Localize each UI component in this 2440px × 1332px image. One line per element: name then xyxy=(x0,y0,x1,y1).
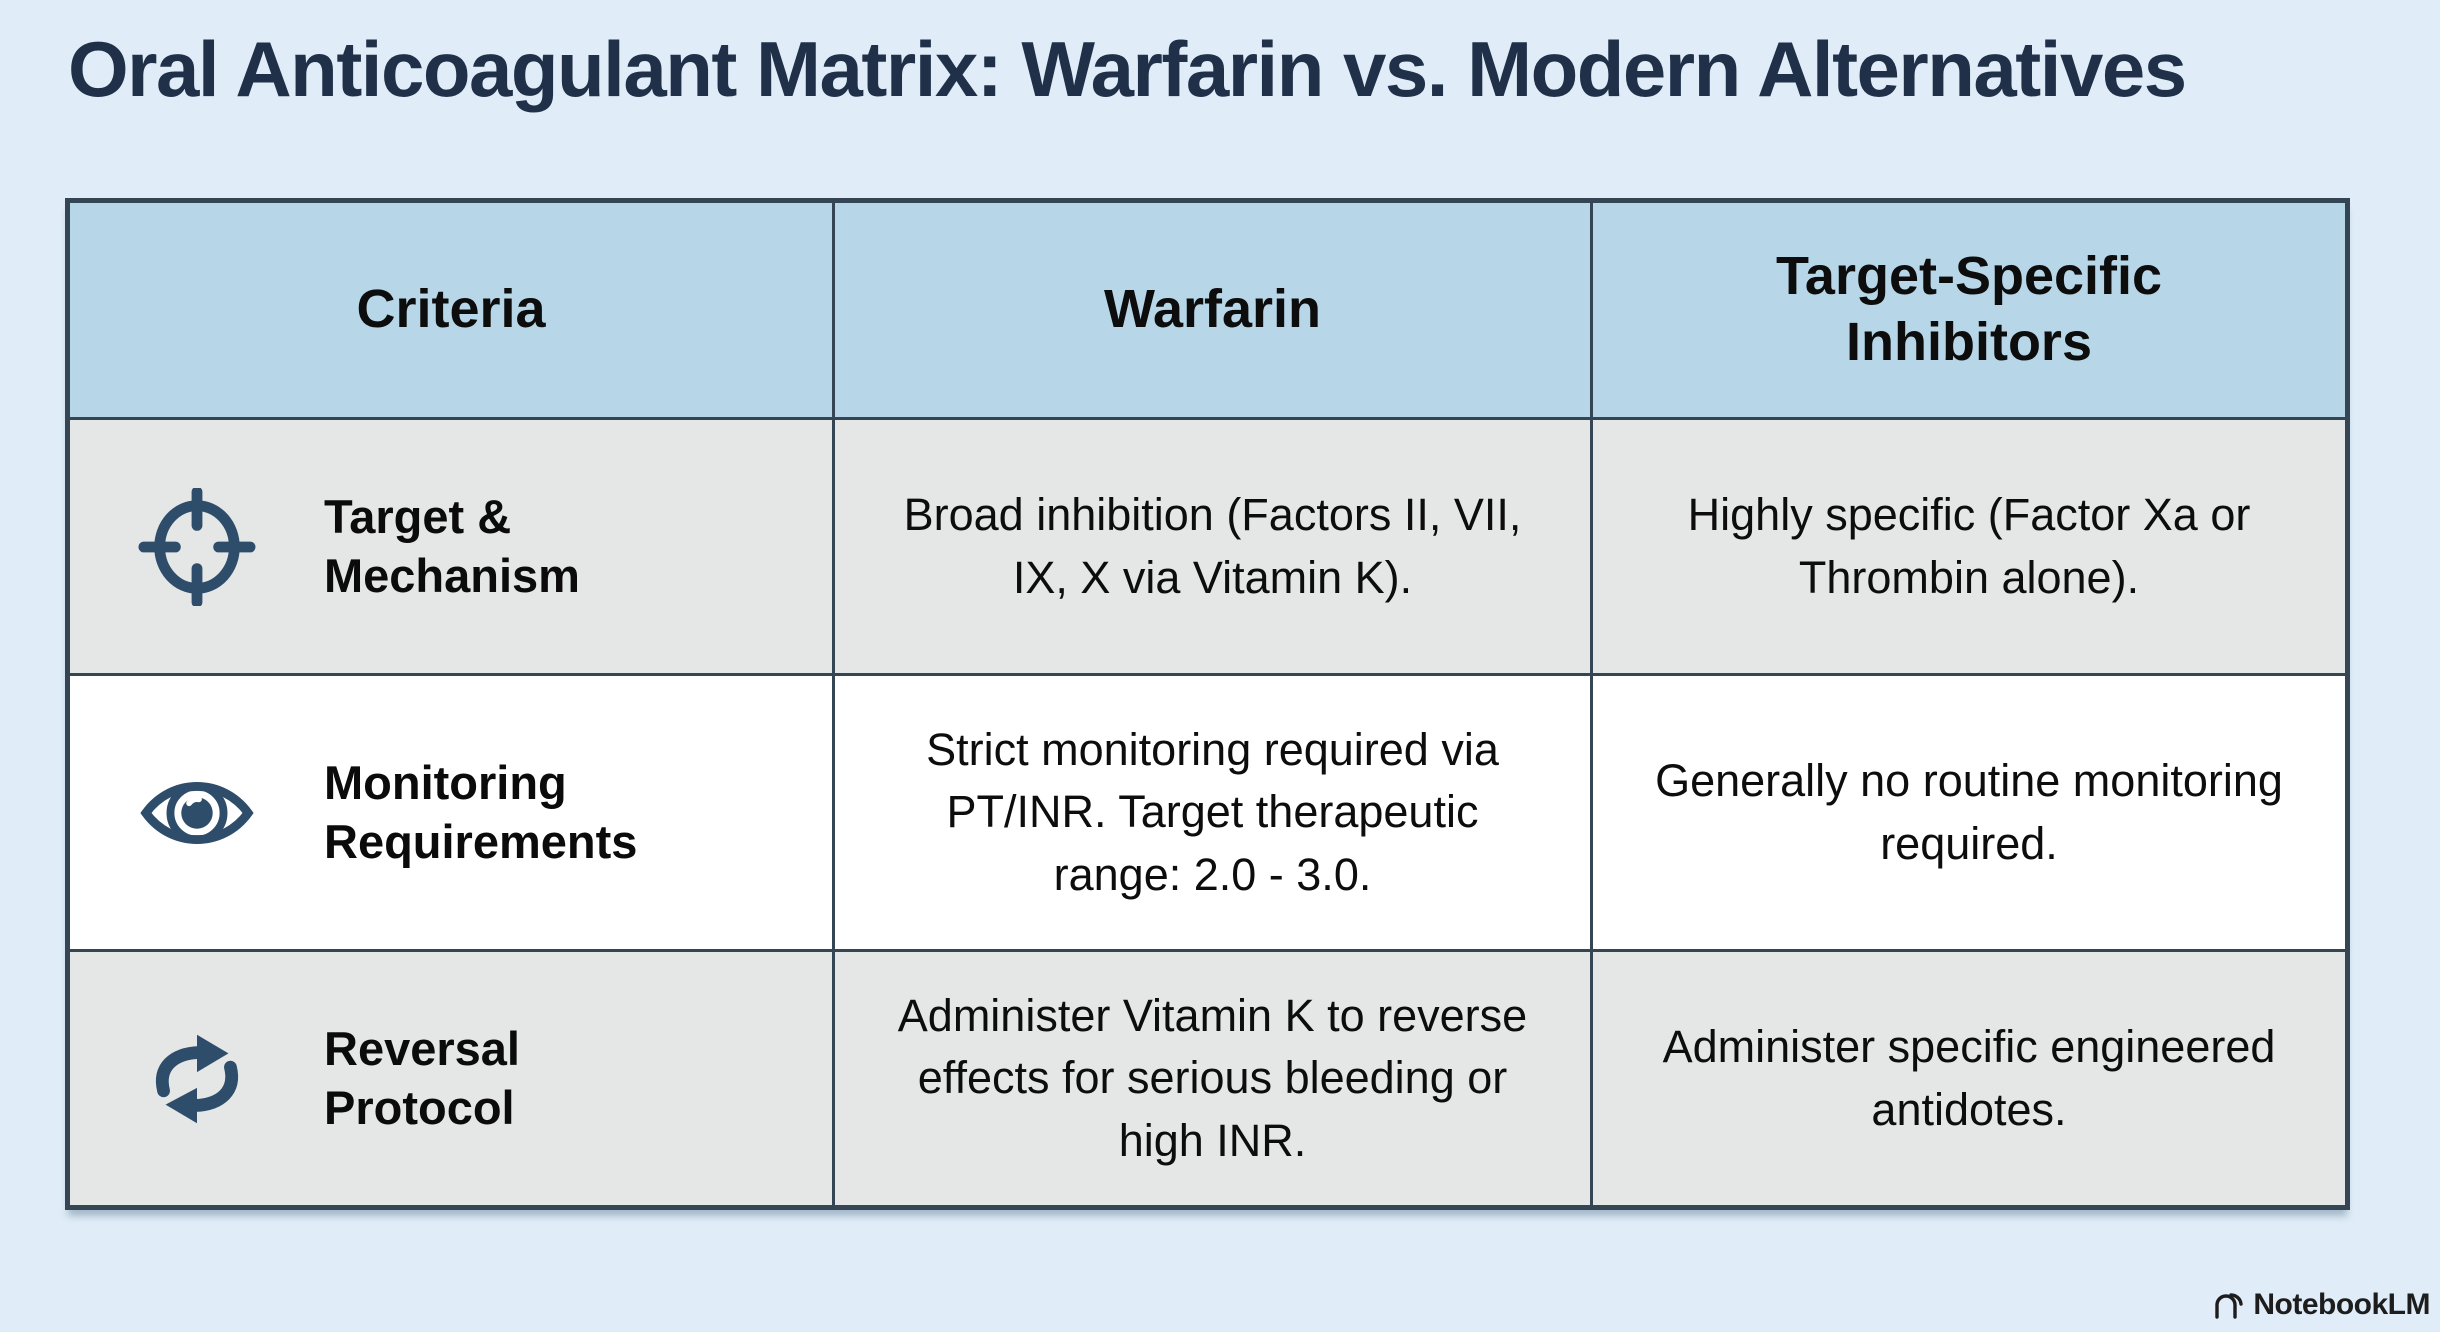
eye-icon xyxy=(138,754,256,872)
warfarin-cell-monitoring: Strict monitoring required via PT/INR. T… xyxy=(835,676,1593,952)
comparison-table: Criteria Warfarin Target-Specific Inhibi… xyxy=(65,198,2350,1210)
header-cell-target-specific-inhibitors: Target-Specific Inhibitors xyxy=(1593,203,2345,420)
warfarin-cell-reversal: Administer Vitamin K to reverse effects … xyxy=(835,952,1593,1205)
criterion-cell-monitoring: Monitoring Requirements xyxy=(70,676,835,952)
tsi-cell-reversal: Administer specific engineered antidotes… xyxy=(1593,952,2345,1205)
header-cell-criteria: Criteria xyxy=(70,203,835,420)
tsi-cell-target-mechanism: Highly specific (Factor Xa or Thrombin a… xyxy=(1593,420,2345,676)
target-icon xyxy=(138,486,256,607)
header-cell-warfarin: Warfarin xyxy=(835,203,1593,420)
page-title: Oral Anticoagulant Matrix: Warfarin vs. … xyxy=(68,25,2187,113)
notebooklm-label: NotebookLM xyxy=(2253,1288,2430,1321)
notebooklm-logo: NotebookLM xyxy=(2213,1288,2430,1322)
criterion-label: Monitoring Requirements xyxy=(324,755,638,868)
criterion-label: Reversal Protocol xyxy=(324,1021,520,1134)
criterion-cell-reversal: Reversal Protocol xyxy=(70,952,835,1205)
criterion-label: Target & Mechanism xyxy=(324,489,580,602)
cycle-arrows-icon xyxy=(138,1020,256,1138)
warfarin-cell-target-mechanism: Broad inhibition (Factors II, VII, IX, X… xyxy=(835,420,1593,676)
notebooklm-icon xyxy=(2213,1289,2245,1321)
criterion-cell-target-mechanism: Target & Mechanism xyxy=(70,420,835,676)
tsi-cell-monitoring: Generally no routine monitoring required… xyxy=(1593,676,2345,952)
